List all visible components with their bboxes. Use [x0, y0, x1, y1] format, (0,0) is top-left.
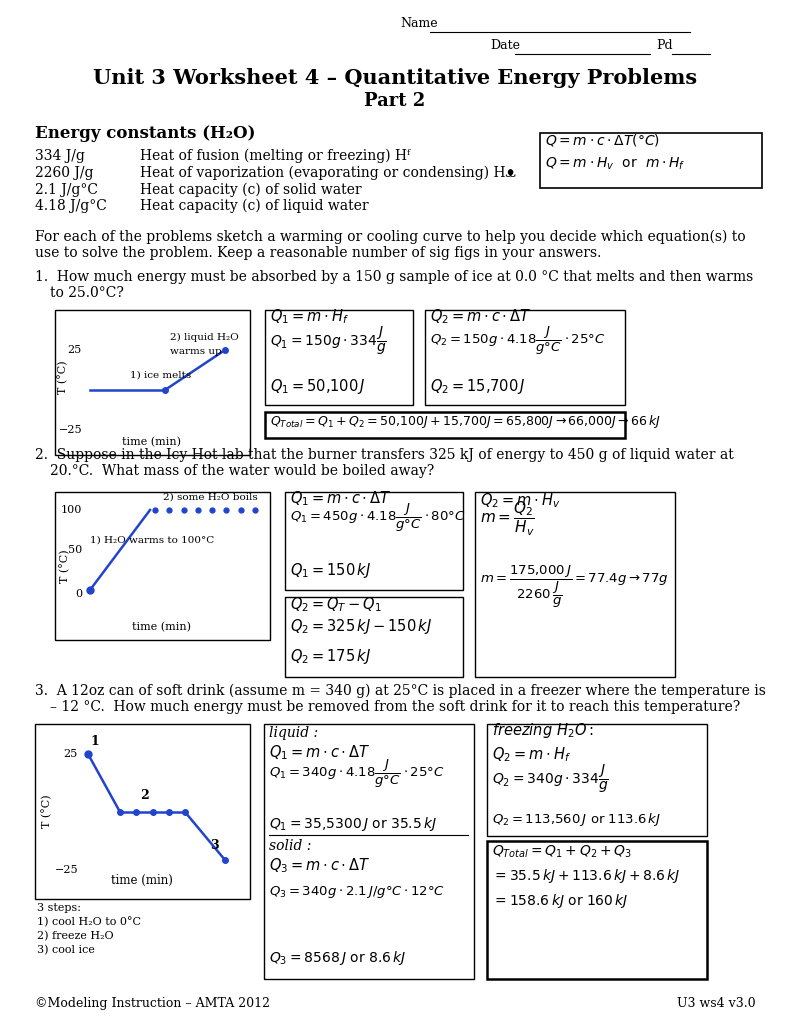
Text: T (°C): T (°C) [59, 549, 70, 583]
Text: $Q_3 = m \cdot c \cdot \Delta T$: $Q_3 = m \cdot c \cdot \Delta T$ [269, 856, 370, 874]
Text: ©Modeling Instruction – AMTA 2012: ©Modeling Instruction – AMTA 2012 [35, 997, 270, 1010]
Text: 334 J/g: 334 J/g [35, 150, 85, 163]
Bar [285, 597, 463, 677]
Text: 2) liquid H₂O: 2) liquid H₂O [170, 333, 239, 342]
Text: 1: 1 [90, 735, 99, 748]
Text: 3 steps:: 3 steps: [37, 903, 81, 913]
Text: Energy constants (H₂O): Energy constants (H₂O) [35, 125, 255, 142]
Text: $Q_2 = m \cdot c \cdot \Delta T$: $Q_2 = m \cdot c \cdot \Delta T$ [430, 307, 532, 326]
Text: 2) some H₂O boils: 2) some H₂O boils [163, 493, 258, 502]
Bar [55, 492, 270, 640]
Text: −25: −25 [59, 425, 82, 435]
Text: $Q_2 = 340g \cdot 334 \dfrac{J}{g}$: $Q_2 = 340g \cdot 334 \dfrac{J}{g}$ [492, 763, 609, 795]
Text: time (min): time (min) [133, 622, 191, 632]
Text: Unit 3 Worksheet 4 – Quantitative Energy Problems: Unit 3 Worksheet 4 – Quantitative Energy… [93, 68, 697, 88]
Text: $Q_1 = 450g \cdot 4.18 \dfrac{J}{g°C} \cdot 80°C$: $Q_1 = 450g \cdot 4.18 \dfrac{J}{g°C} \c… [290, 502, 466, 534]
Text: 3) cool ice: 3) cool ice [37, 945, 95, 955]
Text: $Q_{Total} = Q_1 + Q_2 = 50{,}100J + 15{,}700J = 65{,}800J \rightarrow 66{,}000J: $Q_{Total} = Q_1 + Q_2 = 50{,}100J + 15{… [270, 413, 661, 430]
Text: use to solve the problem. Keep a reasonable number of sig figs in your answers.: use to solve the problem. Keep a reasona… [35, 246, 601, 260]
Text: – 12 °C.  How much energy must be removed from the soft drink for it to reach th: – 12 °C. How much energy must be removed… [50, 700, 740, 714]
Text: $Q_3 = 8568\,J$ or $8.6\,kJ$: $Q_3 = 8568\,J$ or $8.6\,kJ$ [269, 949, 407, 967]
Text: Name: Name [400, 17, 437, 30]
Text: 25: 25 [64, 749, 78, 759]
Text: 2.1 J/g°C: 2.1 J/g°C [35, 183, 98, 197]
Text: $Q_3 = 340g \cdot 2.1\,J/g°C \cdot 12°C$: $Q_3 = 340g \cdot 2.1\,J/g°C \cdot 12°C$ [269, 884, 445, 900]
Text: $\mathit{freezing\ H_2O:}$: $\mathit{freezing\ H_2O:}$ [492, 721, 594, 740]
Bar [487, 724, 707, 836]
Text: 1) cool H₂O to 0°C: 1) cool H₂O to 0°C [37, 916, 141, 927]
Text: $Q_2 = 15{,}700\,J$: $Q_2 = 15{,}700\,J$ [430, 377, 526, 396]
Text: 1.  How much energy must be absorbed by a 150 g sample of ice at 0.0 °C that mel: 1. How much energy must be absorbed by a… [35, 270, 753, 284]
Text: Heat capacity (c) of solid water: Heat capacity (c) of solid water [140, 182, 361, 197]
Text: 100: 100 [61, 505, 82, 515]
Text: $Q_2 = 325\,kJ - 150\,kJ$: $Q_2 = 325\,kJ - 150\,kJ$ [290, 617, 432, 636]
Text: $m = \dfrac{175{,}000\,J}{2260\,\dfrac{J}{g}} = 77.4g \rightarrow 77g$: $m = \dfrac{175{,}000\,J}{2260\,\dfrac{J… [480, 564, 668, 610]
Text: $Q = m \cdot c \cdot \Delta T(°C)$: $Q = m \cdot c \cdot \Delta T(°C)$ [545, 132, 660, 148]
Text: $Q_1 = 340g \cdot 4.18 \dfrac{J}{g°C} \cdot 25°C$: $Q_1 = 340g \cdot 4.18 \dfrac{J}{g°C} \c… [269, 758, 445, 790]
Text: $Q_1 = 150\,kJ$: $Q_1 = 150\,kJ$ [290, 561, 371, 580]
Text: $Q_1 = 150g \cdot 334 \dfrac{J}{g}$: $Q_1 = 150g \cdot 334 \dfrac{J}{g}$ [270, 325, 387, 357]
Text: Pd: Pd [656, 39, 672, 52]
Bar [540, 133, 762, 188]
Text: $Q_1 = m \cdot c \cdot \Delta T$: $Q_1 = m \cdot c \cdot \Delta T$ [290, 489, 392, 508]
Text: Heat of fusion (melting or freezing) Hᶠ: Heat of fusion (melting or freezing) Hᶠ [140, 148, 410, 163]
Text: 25: 25 [68, 345, 82, 355]
Text: $Q_1 = 35{,}5300\,J$ or $35.5\,kJ$: $Q_1 = 35{,}5300\,J$ or $35.5\,kJ$ [269, 815, 437, 833]
Bar [487, 841, 707, 979]
Text: $Q_2 = 113{,}560\,J$ or $113.6\,kJ$: $Q_2 = 113{,}560\,J$ or $113.6\,kJ$ [492, 811, 661, 828]
Text: For each of the problems sketch a warming or cooling curve to help you decide wh: For each of the problems sketch a warmin… [35, 229, 746, 244]
Text: $Q_2 = 150g \cdot 4.18 \dfrac{J}{g°C} \cdot 25°C$: $Q_2 = 150g \cdot 4.18 \dfrac{J}{g°C} \c… [430, 325, 606, 357]
Text: 2.  Suppose in the Icy Hot lab that the burner transfers 325 kJ of energy to 450: 2. Suppose in the Icy Hot lab that the b… [35, 449, 734, 462]
Text: T (°C): T (°C) [58, 360, 68, 394]
Text: $Q_1 = 50{,}100\,J$: $Q_1 = 50{,}100\,J$ [270, 377, 366, 396]
Text: Heat capacity (c) of liquid water: Heat capacity (c) of liquid water [140, 199, 369, 213]
Text: 1) H₂O warms to 100°C: 1) H₂O warms to 100°C [90, 536, 214, 545]
Bar [425, 310, 625, 406]
Text: T (°C): T (°C) [42, 795, 52, 827]
Text: U3 ws4 v3.0: U3 ws4 v3.0 [677, 997, 756, 1010]
Bar [475, 492, 675, 677]
Text: time (min): time (min) [111, 874, 173, 887]
Bar [264, 724, 474, 979]
Text: to 25.0°C?: to 25.0°C? [50, 286, 124, 300]
Text: $Q_2 = m \cdot H_f$: $Q_2 = m \cdot H_f$ [492, 745, 571, 764]
Bar [265, 310, 413, 406]
Text: $= 158.6\,kJ$ or $160\,kJ$: $= 158.6\,kJ$ or $160\,kJ$ [492, 892, 629, 910]
Text: solid :: solid : [269, 839, 312, 853]
Text: 3.  A 12oz can of soft drink (assume m = 340 g) at 25°C is placed in a freezer w: 3. A 12oz can of soft drink (assume m = … [35, 684, 766, 698]
Text: $m = \dfrac{Q_2}{H_v}$: $m = \dfrac{Q_2}{H_v}$ [480, 500, 535, 538]
Text: $Q_{Total} = Q_1 + Q_2 + Q_3$: $Q_{Total} = Q_1 + Q_2 + Q_3$ [492, 844, 632, 860]
Text: 2260 J/g: 2260 J/g [35, 166, 93, 180]
Text: 2: 2 [140, 790, 149, 802]
Text: 2) freeze H₂O: 2) freeze H₂O [37, 931, 114, 941]
Bar [55, 310, 250, 455]
Text: $Q_2 = Q_T - Q_1$: $Q_2 = Q_T - Q_1$ [290, 595, 381, 614]
Text: $= 35.5\,kJ + 113.6\,kJ + 8.6\,kJ$: $= 35.5\,kJ + 113.6\,kJ + 8.6\,kJ$ [492, 867, 680, 885]
Text: 20.°C.  What mass of the water would be boiled away?: 20.°C. What mass of the water would be b… [50, 464, 434, 478]
Bar [265, 412, 625, 438]
Text: warms up: warms up [170, 347, 221, 356]
Text: 1) ice melts: 1) ice melts [130, 371, 191, 380]
Text: time (min): time (min) [123, 436, 181, 447]
Text: 50: 50 [68, 545, 82, 555]
Text: −25: −25 [55, 865, 78, 874]
Text: 0: 0 [75, 589, 82, 599]
Text: $Q = m \cdot H_v \ \ \mathrm{or} \ \ m \cdot H_f$: $Q = m \cdot H_v \ \ \mathrm{or} \ \ m \… [545, 156, 686, 172]
Text: Heat of vaporization (evaporating or condensing) Hᴥ: Heat of vaporization (evaporating or con… [140, 166, 516, 180]
Text: liquid :: liquid : [269, 726, 318, 740]
Bar [35, 724, 250, 899]
Bar [285, 492, 463, 590]
Text: $Q_2 = m \cdot H_v$: $Q_2 = m \cdot H_v$ [480, 492, 560, 510]
Text: 3: 3 [210, 839, 218, 852]
Text: Part 2: Part 2 [365, 92, 426, 110]
Text: $Q_2 = 175\,kJ$: $Q_2 = 175\,kJ$ [290, 647, 371, 666]
Text: Date: Date [490, 39, 520, 52]
Text: $Q_1 = m \cdot c \cdot \Delta T$: $Q_1 = m \cdot c \cdot \Delta T$ [269, 743, 370, 762]
Text: $Q_1 = m \cdot H_f$: $Q_1 = m \cdot H_f$ [270, 307, 349, 326]
Text: 4.18 J/g°C: 4.18 J/g°C [35, 199, 107, 213]
